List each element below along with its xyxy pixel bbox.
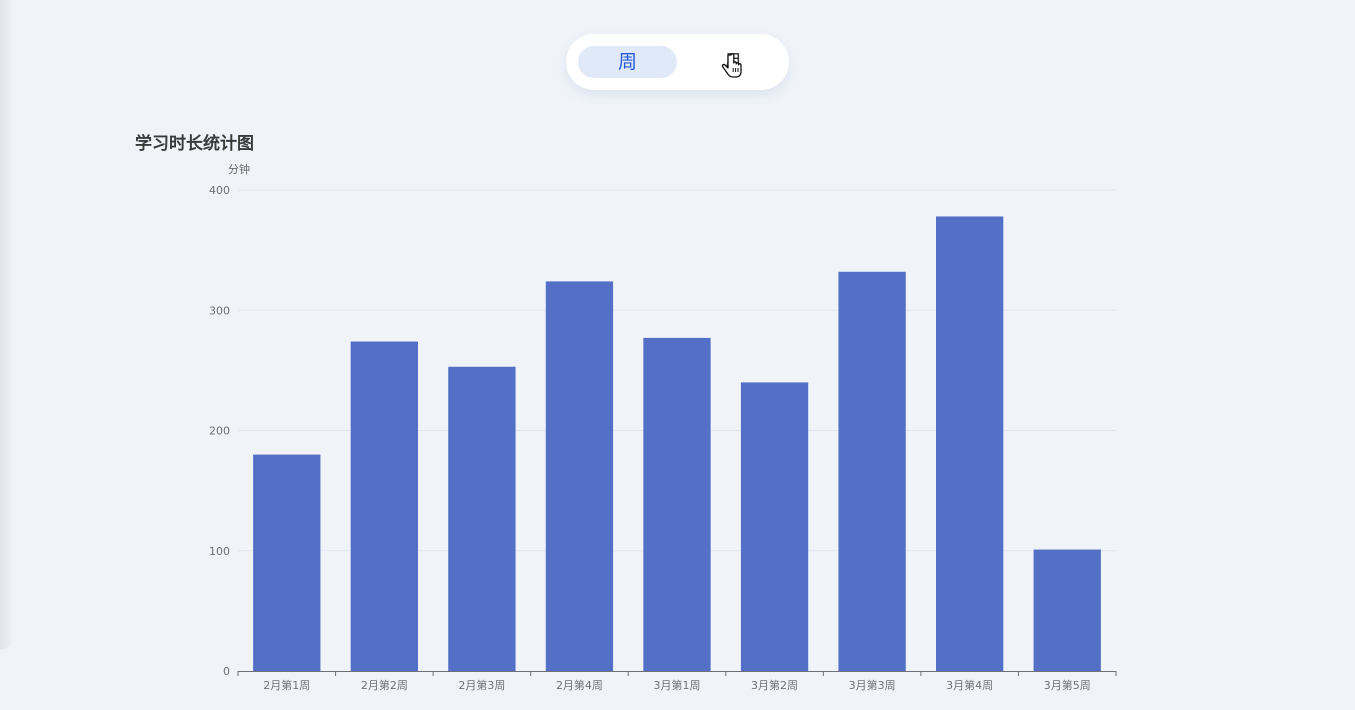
bar (253, 454, 321, 671)
x-tick-label: 2月第2周 (361, 678, 408, 692)
bar (936, 216, 1004, 671)
x-tick-label: 3月第4周 (946, 678, 993, 692)
x-tick-label: 2月第1周 (263, 678, 310, 692)
x-tick-label: 2月第4周 (556, 678, 603, 692)
bar (643, 337, 711, 671)
x-axis (237, 671, 1117, 676)
bar (740, 382, 809, 671)
bars (253, 216, 1101, 671)
y-tick-label: 400 (209, 184, 230, 197)
x-tick-label: 3月第3周 (849, 678, 896, 692)
y-tick-label: 0 (223, 665, 230, 678)
chart-title: 学习时长统计图 (135, 134, 254, 154)
sidebar-edge (0, 0, 14, 650)
period-toggle: 周 月 (566, 34, 789, 90)
x-tick-label: 2月第3周 (458, 678, 505, 692)
x-tick-label: 3月第2周 (751, 678, 798, 692)
y-axis-label: 分钟 (228, 162, 250, 176)
x-tick-labels: 2月第1周 2月第2周 2月第3周 2月第4周 3月第1周 3月第2周 3月第3周 3月第4周… (263, 678, 1090, 692)
x-tick-label: 3月第5周 (1044, 678, 1091, 692)
bar (448, 366, 516, 671)
x-tick-label: 3月第1周 (654, 678, 701, 692)
y-tick-label: 300 (209, 304, 230, 317)
bar (838, 271, 906, 671)
y-tick-label: 100 (209, 545, 230, 558)
bar (545, 281, 614, 671)
week-toggle-button[interactable]: 周 (578, 46, 677, 78)
bar (1033, 549, 1101, 671)
y-tick-label: 200 (209, 425, 230, 438)
bar (350, 341, 418, 671)
y-tick-labels: 0 100 200 300 400 (209, 184, 230, 678)
